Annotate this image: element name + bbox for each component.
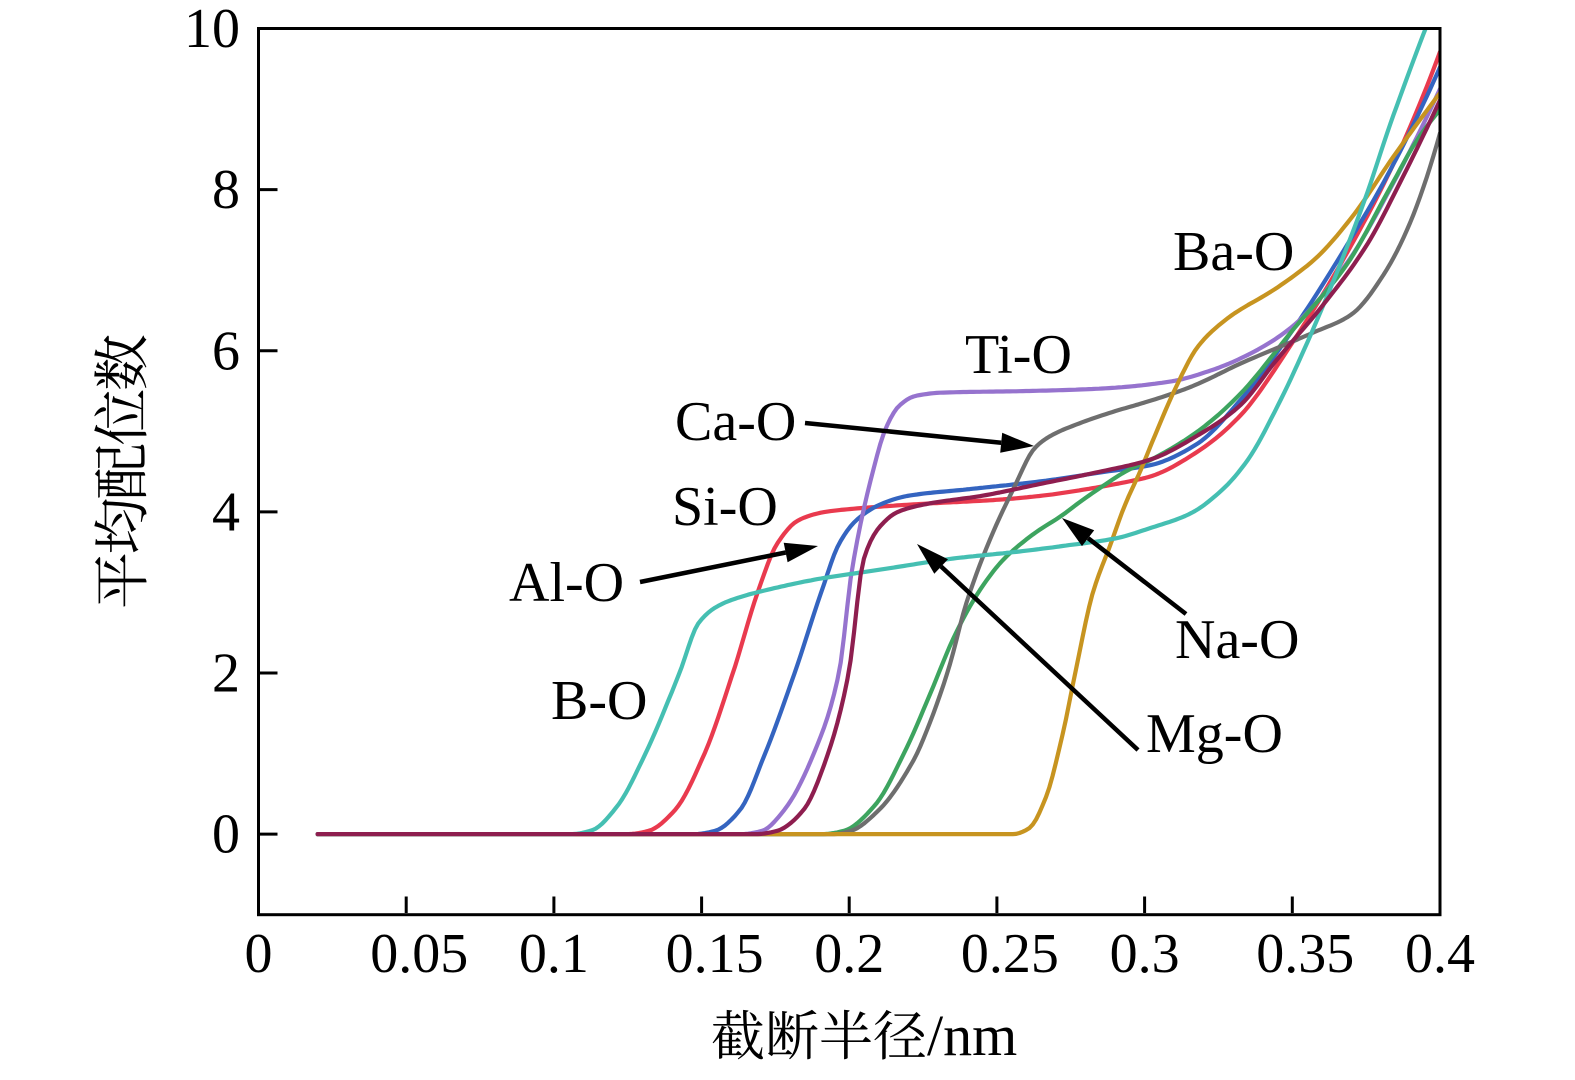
svg-text:0.35: 0.35 bbox=[1256, 923, 1354, 985]
svg-text:Ti-O: Ti-O bbox=[965, 324, 1072, 386]
svg-text:B-O: B-O bbox=[551, 670, 647, 732]
svg-text:/nm: /nm bbox=[927, 1003, 1017, 1068]
svg-text:8: 8 bbox=[212, 159, 240, 221]
svg-text:0.15: 0.15 bbox=[666, 923, 764, 985]
svg-text:Si-O: Si-O bbox=[672, 476, 778, 538]
svg-text:0: 0 bbox=[212, 804, 240, 866]
svg-text:4: 4 bbox=[212, 481, 240, 543]
svg-text:0.4: 0.4 bbox=[1405, 923, 1475, 985]
svg-text:Na-O: Na-O bbox=[1175, 609, 1299, 671]
svg-text:6: 6 bbox=[212, 320, 240, 382]
svg-text:0: 0 bbox=[245, 923, 273, 985]
svg-text:Mg-O: Mg-O bbox=[1146, 703, 1283, 765]
svg-text:0.3: 0.3 bbox=[1110, 923, 1180, 985]
svg-text:0.25: 0.25 bbox=[961, 923, 1059, 985]
svg-text:0.1: 0.1 bbox=[519, 923, 589, 985]
svg-text:Ca-O: Ca-O bbox=[675, 391, 796, 453]
svg-text:Ba-O: Ba-O bbox=[1173, 221, 1294, 283]
svg-text:Al-O: Al-O bbox=[509, 552, 624, 614]
svg-text:10: 10 bbox=[184, 0, 240, 60]
svg-text:2: 2 bbox=[212, 643, 240, 705]
svg-text:0.05: 0.05 bbox=[370, 923, 468, 985]
svg-text:0.2: 0.2 bbox=[814, 923, 884, 985]
